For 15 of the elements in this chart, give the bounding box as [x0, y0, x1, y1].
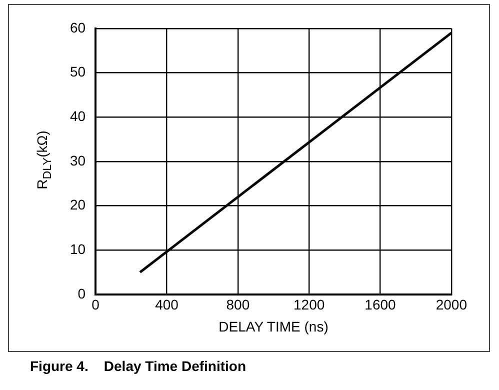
x-axis-title: DELAY TIME (ns) [218, 318, 328, 334]
text: Figure 4. Delay Time Definition [30, 358, 246, 374]
y-tick-label: 10 [70, 240, 86, 257]
x-tick-label: 0 [92, 296, 100, 313]
x-tick-label: 800 [226, 296, 250, 313]
y-tick-label: 60 [70, 19, 86, 36]
y-tick-label: 50 [70, 64, 86, 80]
y-tick-label: 0 [78, 285, 86, 302]
x-tick-label: 400 [155, 296, 179, 313]
y-tick-label: 40 [70, 108, 86, 124]
y-tick-label: 30 [70, 152, 86, 168]
y-tick-label: 20 [70, 196, 86, 213]
x-tick-label: 1200 [294, 296, 325, 313]
x-tick-label: 2000 [436, 296, 468, 313]
x-tick-label: 1600 [364, 296, 396, 313]
